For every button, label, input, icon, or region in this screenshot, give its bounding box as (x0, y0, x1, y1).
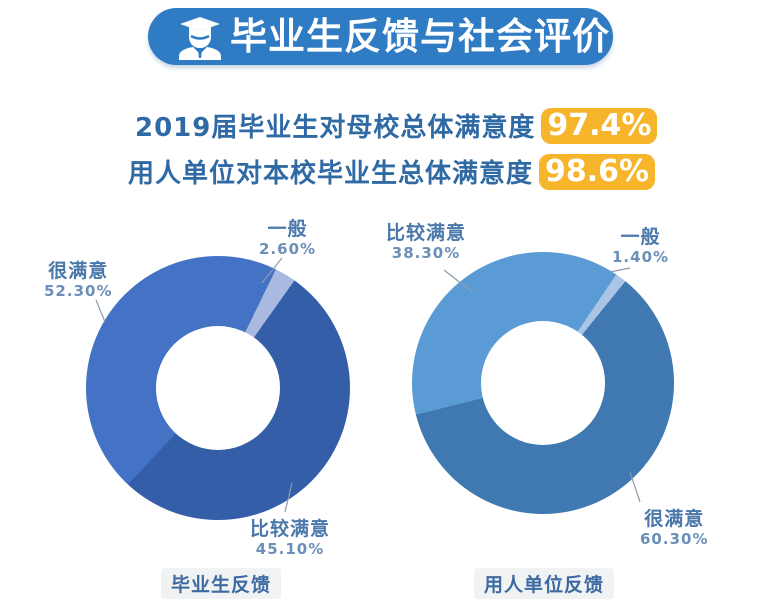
slice-label-very-satisfied: 很满意 60.30% (640, 508, 709, 548)
stat-label: 用人单位对本校毕业生总体满意度 (128, 159, 534, 189)
stat-label: 2019届毕业生对母校总体满意度 (135, 113, 536, 143)
graduate-feedback-caption: 毕业生反馈 (161, 568, 282, 599)
employer-feedback-donut (412, 252, 674, 514)
slice-label-neutral: 一般 2.60% (259, 218, 317, 258)
slice-label-fairly-satisfied: 比较满意 45.10% (250, 518, 331, 558)
slice-label-fairly-satisfied: 比较满意 38.30% (386, 222, 467, 262)
graduate-satisfaction-stat: 2019届毕业生对母校总体满意度 97.4% (135, 107, 658, 144)
header-banner: 毕业生反馈与社会评价 (148, 8, 613, 65)
slice-label-very-satisfied: 很满意 52.30% (44, 260, 113, 300)
stat-value-badge: 98.6% (539, 153, 656, 190)
employer-feedback-caption: 用人单位反馈 (474, 568, 615, 599)
stat-value-badge: 97.4% (541, 107, 658, 144)
graduate-feedback-donut (86, 256, 350, 520)
employer-satisfaction-stat: 用人单位对本校毕业生总体满意度 98.6% (128, 153, 656, 190)
slice-label-neutral: 一般 1.40% (612, 226, 670, 266)
graduate-icon (179, 17, 221, 60)
page-title: 毕业生反馈与社会评价 (230, 15, 610, 58)
